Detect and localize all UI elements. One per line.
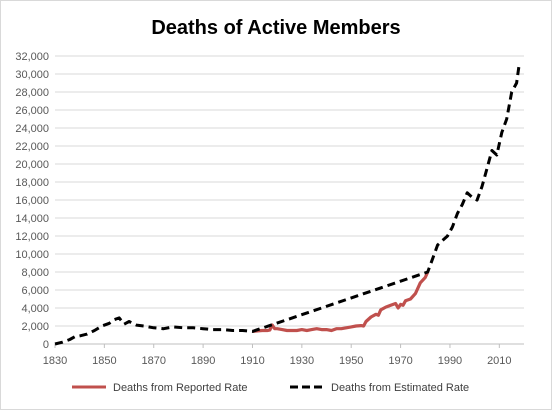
- y-tick-label: 32,000: [15, 51, 49, 63]
- legend-label: Deaths from Reported Rate: [113, 382, 248, 394]
- x-tick-label: 1950: [339, 355, 363, 367]
- y-tick-label: 24,000: [15, 123, 49, 135]
- series-lines: [54, 64, 521, 346]
- y-tick-label: 18,000: [15, 177, 49, 189]
- x-tick-label: 1870: [141, 355, 165, 367]
- legend-label: Deaths from Estimated Rate: [331, 382, 469, 394]
- y-tick-label: 30,000: [15, 69, 49, 81]
- y-tick-label: 20,000: [15, 159, 49, 171]
- x-tick-label: 1990: [438, 355, 462, 367]
- x-tick-label: 1970: [388, 355, 412, 367]
- y-tick-label: 22,000: [15, 141, 49, 153]
- x-tick-label: 1850: [92, 355, 116, 367]
- y-tick-label: 0: [43, 339, 49, 351]
- x-tick-label: 2010: [487, 355, 511, 367]
- x-tick-label: 1930: [290, 355, 314, 367]
- y-tick-label: 10,000: [15, 249, 49, 261]
- y-tick-label: 16,000: [15, 195, 49, 207]
- y-tick-label: 8,000: [21, 267, 49, 279]
- y-tick-label: 26,000: [15, 105, 49, 117]
- gridlines: [55, 55, 524, 327]
- x-tick-label: 1910: [240, 355, 264, 367]
- chart-title: Deaths of Active Members: [151, 17, 400, 39]
- y-tick-label: 28,000: [15, 87, 49, 99]
- axes: 0 2,000 4,000 6,000 8,000 10,000 12,000 14,000 1…: [15, 51, 524, 367]
- x-tick-label: 1830: [43, 355, 67, 367]
- y-tick-label: 4,000: [21, 303, 49, 315]
- y-tick-label: 6,000: [21, 285, 49, 297]
- series-line-estimated-rate: [54, 64, 521, 346]
- y-tick-label: 2,000: [21, 321, 49, 333]
- series-line-reported-rate: [252, 271, 430, 333]
- legend: Deaths from Reported Rate Deaths from Est…: [72, 382, 469, 394]
- x-tick-label: 1890: [191, 355, 215, 367]
- y-tick-label: 14,000: [15, 213, 49, 225]
- y-tick-label: 12,000: [15, 231, 49, 243]
